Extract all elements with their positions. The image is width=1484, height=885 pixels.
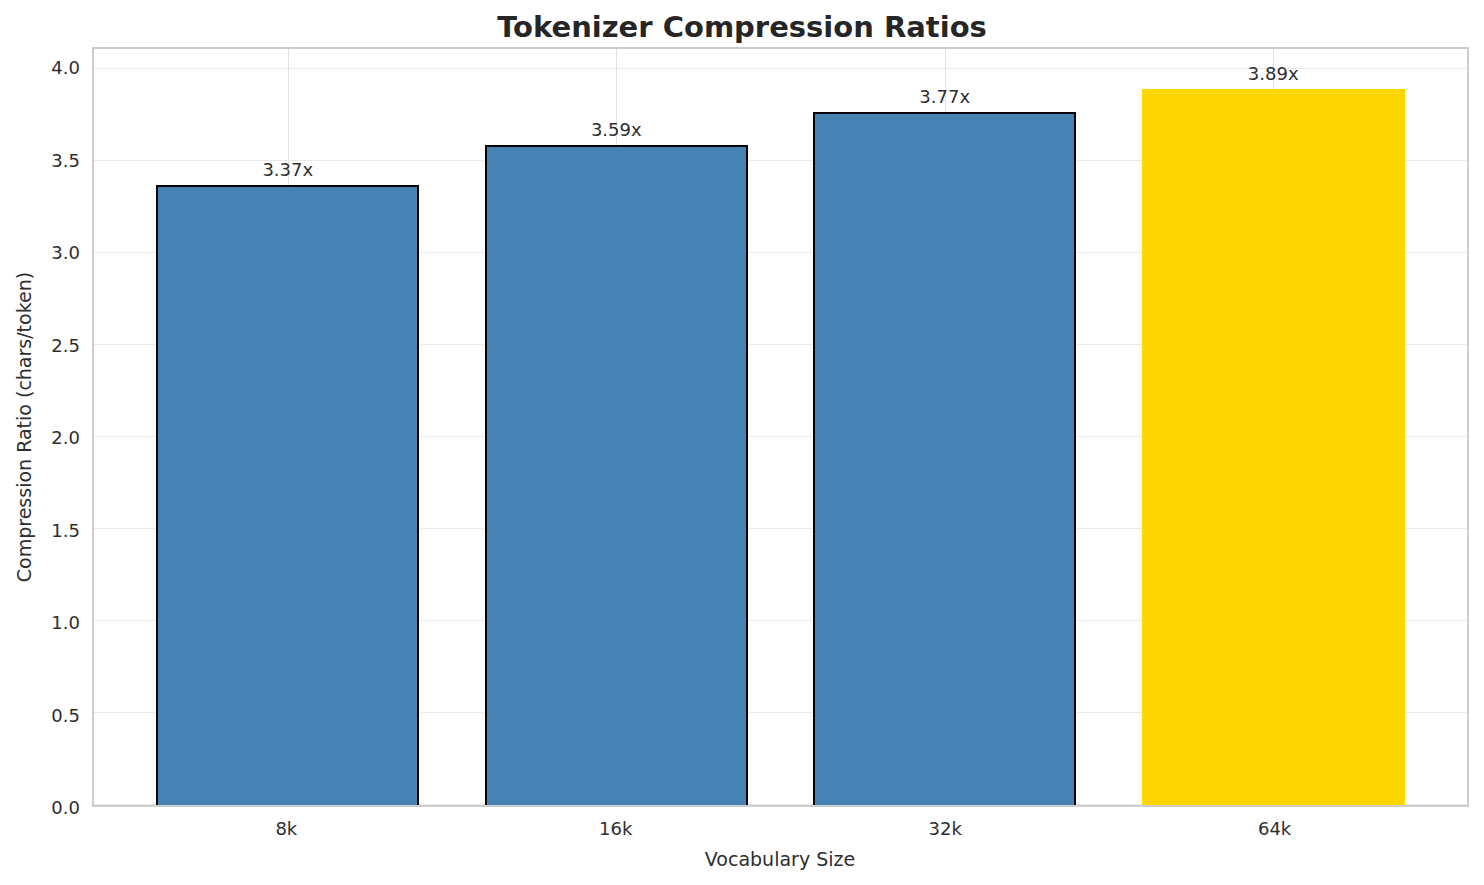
y-tick-label: 1.0 bbox=[51, 612, 80, 633]
y-tick-label: 0.0 bbox=[51, 797, 80, 818]
bar-value-label: 3.77x bbox=[919, 86, 970, 107]
y-tick-label: 2.0 bbox=[51, 427, 80, 448]
y-tick-label: 2.5 bbox=[51, 334, 80, 355]
x-tick-label: 16k bbox=[599, 818, 632, 839]
y-tick-label: 3.5 bbox=[51, 149, 80, 170]
y-tick-label: 3.0 bbox=[51, 242, 80, 263]
y-tick-label: 0.5 bbox=[51, 704, 80, 725]
x-axis-label: Vocabulary Size bbox=[705, 848, 855, 870]
bar-value-label: 3.59x bbox=[591, 119, 642, 140]
bar-16k bbox=[485, 145, 748, 805]
x-tick-label: 32k bbox=[929, 818, 962, 839]
figure: Tokenizer Compression Ratios 3.37x3.59x3… bbox=[0, 0, 1484, 885]
plot-area: 3.37x 3.59x 3.77x 3.89x bbox=[92, 47, 1469, 807]
x-tick-label: 64k bbox=[1258, 818, 1291, 839]
bar-32k bbox=[813, 112, 1076, 805]
y-tick-label: 4.0 bbox=[51, 57, 80, 78]
chart-title: Tokenizer Compression Ratios bbox=[0, 10, 1484, 44]
bar-64k bbox=[1142, 89, 1405, 805]
bar-value-label: 3.89x bbox=[1248, 63, 1299, 84]
bar-8k bbox=[156, 185, 419, 805]
y-axis-label: Compression Ratio (chars/token) bbox=[13, 272, 35, 582]
x-tick-label: 8k bbox=[275, 818, 297, 839]
y-tick-label: 1.5 bbox=[51, 519, 80, 540]
bar-value-label: 3.37x bbox=[262, 159, 313, 180]
